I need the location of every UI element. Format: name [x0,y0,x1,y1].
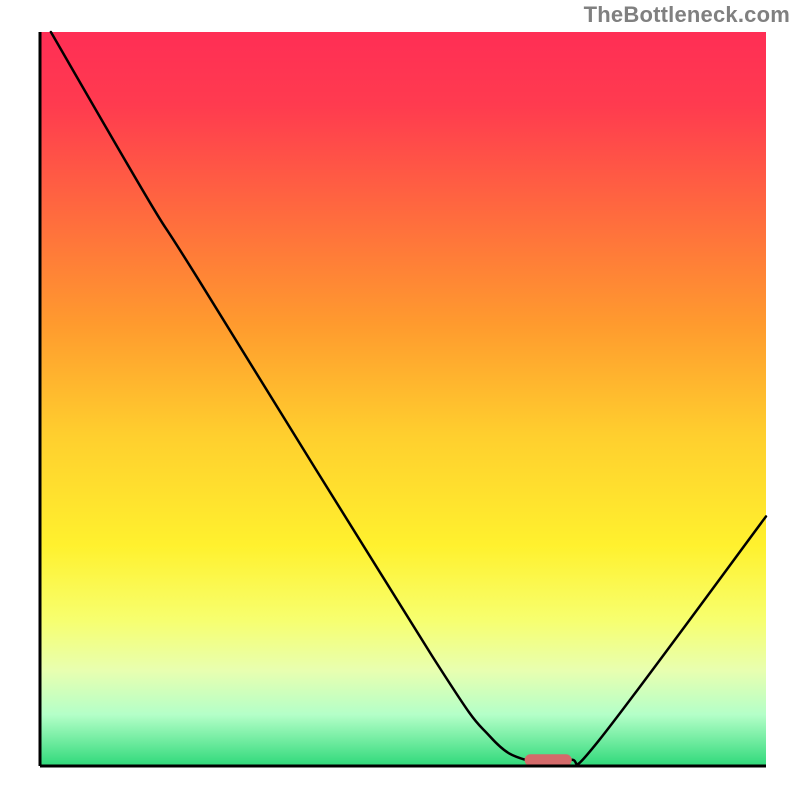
watermark-text: TheBottleneck.com [584,2,790,28]
bottleneck-chart [0,0,800,800]
chart-container: TheBottleneck.com [0,0,800,800]
